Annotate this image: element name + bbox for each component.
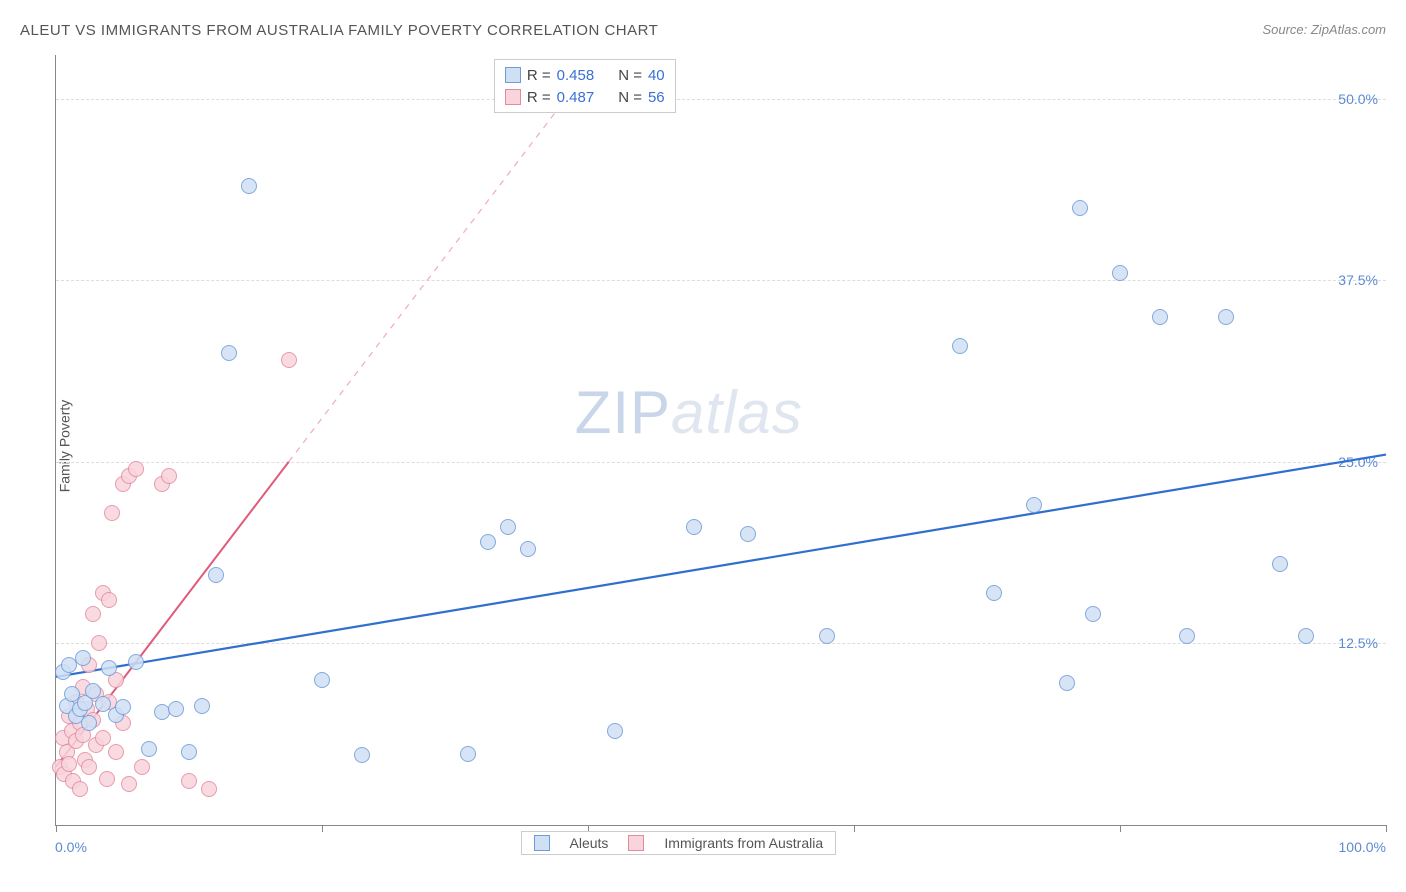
data-point xyxy=(104,505,120,521)
data-point xyxy=(520,541,536,557)
x-tick xyxy=(1120,825,1121,832)
data-point xyxy=(99,771,115,787)
series-legend: Aleuts Immigrants from Australia xyxy=(521,831,837,855)
legend-series-label: Immigrants from Australia xyxy=(664,835,823,851)
data-point xyxy=(181,744,197,760)
data-point xyxy=(181,773,197,789)
legend-swatch xyxy=(505,89,521,105)
data-point xyxy=(221,345,237,361)
data-point xyxy=(607,723,623,739)
legend-r-value: 0.487 xyxy=(557,89,595,106)
legend-swatch xyxy=(505,67,521,83)
data-point xyxy=(168,701,184,717)
data-point xyxy=(1218,309,1234,325)
source-attribution: Source: ZipAtlas.com xyxy=(1262,22,1386,37)
data-point xyxy=(819,628,835,644)
data-point xyxy=(952,338,968,354)
data-point xyxy=(95,730,111,746)
data-point xyxy=(1085,606,1101,622)
legend-row: R = 0.458 N = 40 xyxy=(505,64,665,86)
legend-r-label: R = xyxy=(527,67,551,84)
data-point xyxy=(1152,309,1168,325)
legend-series-label: Aleuts xyxy=(570,835,609,851)
trend-line-dashed xyxy=(289,70,588,462)
data-point xyxy=(194,698,210,714)
data-point xyxy=(101,592,117,608)
data-point xyxy=(1072,200,1088,216)
legend-n-label: N = xyxy=(618,67,642,84)
legend-n-label: N = xyxy=(618,89,642,106)
data-point xyxy=(115,699,131,715)
data-point xyxy=(1112,265,1128,281)
data-point xyxy=(1059,675,1075,691)
data-point xyxy=(85,606,101,622)
data-point xyxy=(500,519,516,535)
data-point xyxy=(81,715,97,731)
data-point xyxy=(61,756,77,772)
legend-swatch xyxy=(534,835,550,851)
data-point xyxy=(686,519,702,535)
data-point xyxy=(81,759,97,775)
data-point xyxy=(91,635,107,651)
data-point xyxy=(480,534,496,550)
data-point xyxy=(1298,628,1314,644)
data-point xyxy=(128,461,144,477)
legend-r-value: 0.458 xyxy=(557,67,595,84)
data-point xyxy=(161,468,177,484)
x-label-left: 0.0% xyxy=(55,839,87,855)
legend-row: R = 0.487 N = 56 xyxy=(505,86,665,108)
data-point xyxy=(134,759,150,775)
data-point xyxy=(141,741,157,757)
legend-n-value: 56 xyxy=(648,89,665,106)
correlation-legend: R = 0.458 N = 40 R = 0.487 N = 56 xyxy=(494,59,676,113)
x-tick xyxy=(854,825,855,832)
data-point xyxy=(314,672,330,688)
data-point xyxy=(1272,556,1288,572)
data-point xyxy=(460,746,476,762)
data-point xyxy=(208,567,224,583)
x-tick xyxy=(322,825,323,832)
trend-lines xyxy=(56,55,1386,825)
chart-title: ALEUT VS IMMIGRANTS FROM AUSTRALIA FAMIL… xyxy=(20,22,658,39)
data-point xyxy=(1179,628,1195,644)
data-point xyxy=(241,178,257,194)
data-point xyxy=(101,660,117,676)
data-point xyxy=(201,781,217,797)
data-point xyxy=(1026,497,1042,513)
data-point xyxy=(986,585,1002,601)
data-point xyxy=(108,744,124,760)
data-point xyxy=(128,654,144,670)
legend-n-value: 40 xyxy=(648,67,665,84)
data-point xyxy=(740,526,756,542)
legend-r-label: R = xyxy=(527,89,551,106)
data-point xyxy=(75,650,91,666)
chart-container: ALEUT VS IMMIGRANTS FROM AUSTRALIA FAMIL… xyxy=(0,0,1406,892)
plot-area: ZIPatlas 12.5%25.0%37.5%50.0% xyxy=(55,55,1386,826)
x-label-right: 100.0% xyxy=(1339,839,1386,855)
x-tick xyxy=(56,825,57,832)
data-point xyxy=(354,747,370,763)
data-point xyxy=(281,352,297,368)
data-point xyxy=(121,776,137,792)
x-tick xyxy=(1386,825,1387,832)
data-point xyxy=(72,781,88,797)
legend-swatch xyxy=(628,835,644,851)
